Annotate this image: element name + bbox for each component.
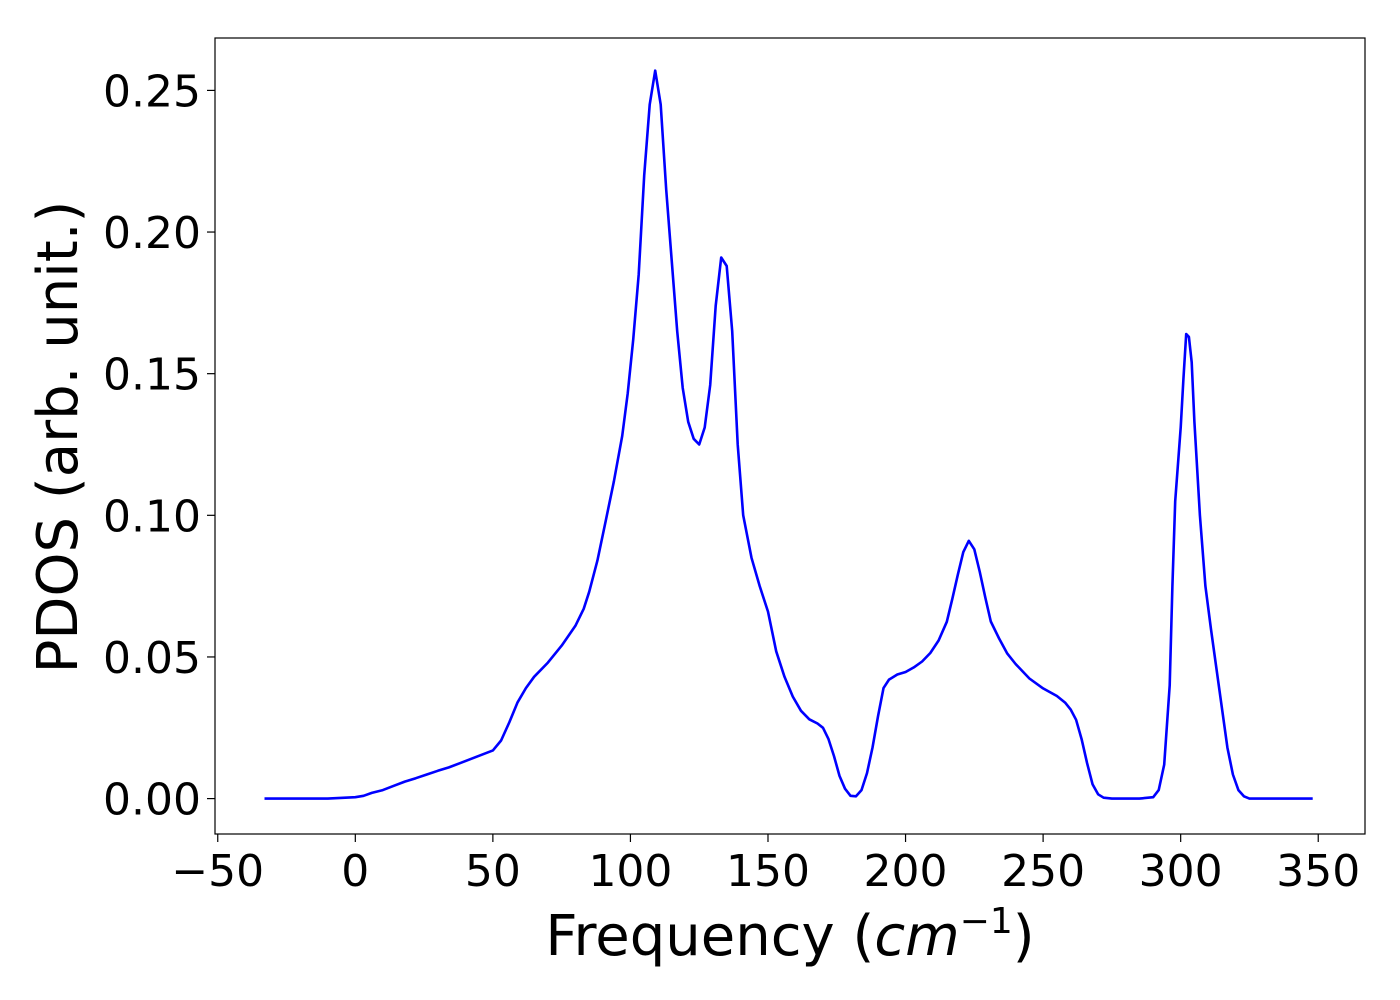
- x-tick-label: −50: [171, 846, 264, 897]
- plot-frame: [214, 37, 1366, 835]
- x-axis-label-prefix: Frequency (: [545, 904, 874, 969]
- x-axis-ticks: −50 0 50 100 150 200 250 300 350: [171, 834, 1360, 897]
- y-tick-label: 0.20: [103, 208, 201, 259]
- x-axis-label: Frequency (cm−1): [545, 901, 1034, 969]
- x-tick-label: 350: [1276, 846, 1360, 897]
- y-tick-label: 0.15: [103, 350, 201, 401]
- y-tick-label: 0.00: [103, 775, 201, 826]
- series-layer: [264, 69, 1313, 800]
- y-tick-label: 0.25: [103, 66, 201, 117]
- y-tick-label: 0.05: [103, 633, 201, 684]
- y-axis-ticks: 0.00 0.05 0.10 0.15 0.20 0.25: [103, 66, 215, 826]
- x-axis-label-exponent: −1: [960, 901, 1013, 942]
- x-tick-label: 100: [588, 846, 672, 897]
- x-tick-label: 150: [726, 846, 810, 897]
- x-axis-label-suffix: ): [1013, 904, 1035, 969]
- y-tick-label: 0.10: [103, 491, 201, 542]
- x-axis-label-unit: cm: [874, 904, 959, 969]
- x-tick-label: 200: [864, 846, 948, 897]
- y-axis-label: PDOS (arb. unit.): [26, 201, 91, 674]
- series-line: [264, 69, 1313, 800]
- x-tick-label: 300: [1139, 846, 1223, 897]
- x-tick-label: 50: [465, 846, 521, 897]
- x-tick-label: 250: [1001, 846, 1085, 897]
- x-tick-label: 0: [341, 846, 369, 897]
